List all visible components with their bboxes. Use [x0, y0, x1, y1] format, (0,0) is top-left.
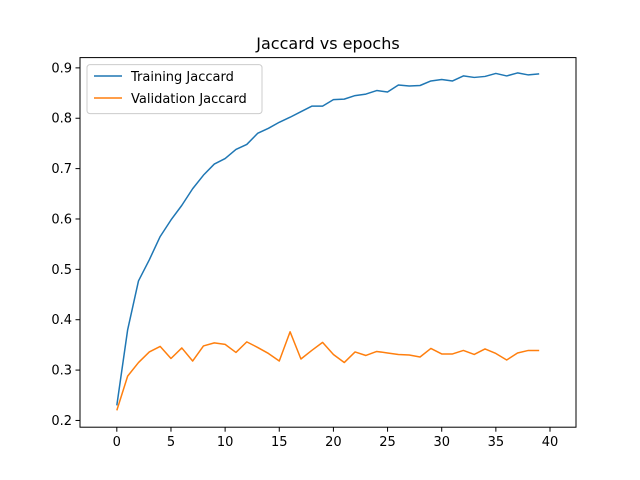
y-tick-label: 0.8: [51, 112, 72, 127]
y-tick-label: 0.6: [51, 212, 72, 227]
legend-label-validation: Validation Jaccard: [131, 92, 247, 107]
chart-title: Jaccard vs epochs: [255, 34, 399, 53]
x-tick-label: 0: [113, 435, 121, 450]
legend: Training Jaccard Validation Jaccard: [86, 64, 263, 115]
y-tick-label: 0.5: [51, 263, 72, 278]
x-tick-label: 5: [167, 435, 175, 450]
y-tick-label: 0.3: [51, 364, 72, 379]
axes-frame: [79, 57, 577, 428]
y-tick-label: 0.2: [51, 414, 72, 429]
series-lines: [116, 72, 540, 411]
x-tick-label: 40: [542, 435, 559, 450]
series-line-validation: [116, 331, 540, 411]
x-tick-label: 30: [433, 435, 450, 450]
x-tick-label: 20: [325, 435, 342, 450]
y-axis: 0.2 0.3 0.4 0.5 0.6 0.7 0.8 0.9: [51, 61, 80, 429]
plot-area: 0 5 10 15 20 25 30 35 40 0.20.30.40.50.60.70.80.…: [51, 57, 577, 450]
x-tick-label: 35: [488, 435, 505, 450]
x-tick-label: 15: [271, 435, 288, 450]
y-tick-label: 0.7: [51, 162, 72, 177]
x-tick-label: 10: [217, 435, 234, 450]
legend-label-training: Training Jaccard: [130, 70, 234, 85]
y-tick-label: 0.4: [51, 313, 72, 328]
series-line-training: [116, 72, 540, 406]
x-axis: 0 5 10 15 20 25 30 35 40: [113, 427, 559, 450]
legend-box: [86, 64, 263, 115]
y-tick-label: 0.9: [51, 61, 72, 76]
x-tick-label: 25: [379, 435, 396, 450]
